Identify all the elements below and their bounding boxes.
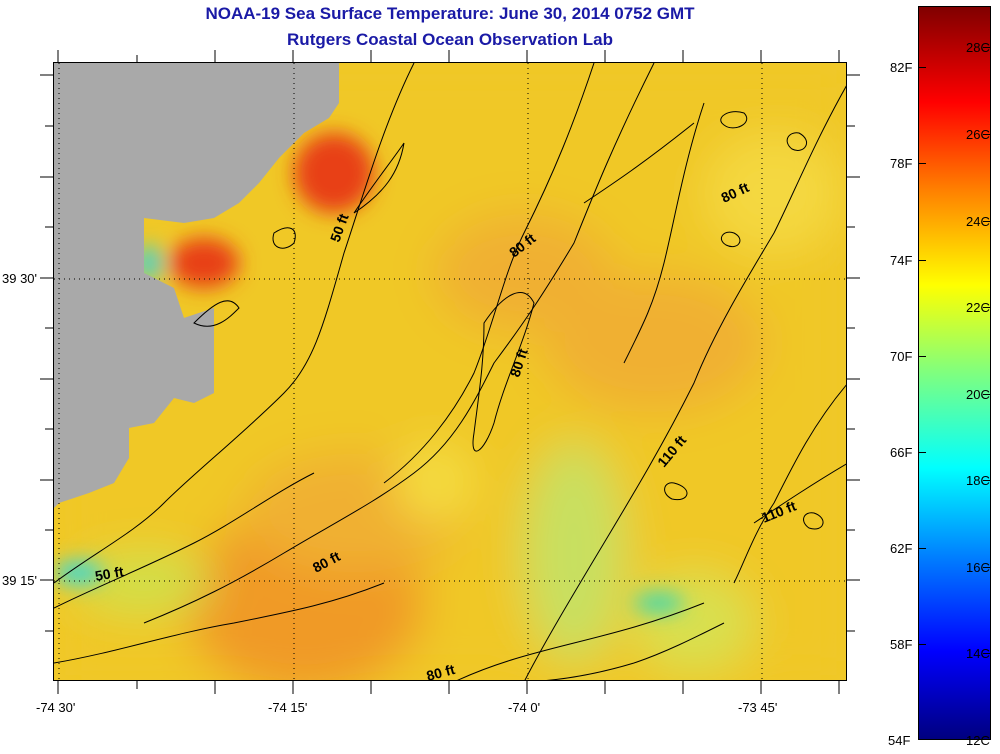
lon-label: -74 30' [36,700,76,715]
temperature-colorbar [918,6,991,740]
colorbar-f-label: 66F [890,445,913,460]
lat-label: 39 30' [2,271,38,286]
colorbar-f-label: 74F [890,253,913,268]
colorbar-c-label: 22C [966,300,990,315]
lon-label: -73 45' [738,700,778,715]
colorbar-f-label: 62F [890,541,913,556]
land-mass [54,63,339,508]
axis-ticks [40,50,860,694]
colorbar-f-label: 78F [890,156,913,171]
contour-label: 80 ft [425,661,457,681]
colorbar-c-label: 28C [966,40,990,55]
colorbar-c-label: 24C [966,214,990,229]
map-subtitle: Rutgers Coastal Ocean Observation Lab [287,30,613,49]
colorbar-f-label: 70F [890,349,913,364]
lon-label: -74 15' [268,700,308,715]
colorbar-f-label: 82F [890,60,913,75]
colorbar-c-label: 18C [966,473,990,488]
lon-label: -74 0' [508,700,541,715]
contour-label: 50 ft [94,563,125,584]
map-title: NOAA-19 Sea Surface Temperature: June 30… [205,4,695,23]
colorbar-c-label: 12C [966,733,990,748]
temperature-field [54,63,846,680]
lat-label: 39 15' [2,573,38,588]
colorbar-f-label: 58F [890,637,913,652]
colorbar-f-label: 54F [888,733,911,748]
colorbar-c-label: 26C [966,127,990,142]
colorbar-c-label: 20C [966,387,990,402]
sea-surface-temperature-map: 50 ft 80 ft 80 ft 80 ft 110 ft 110 ft 50… [53,62,847,681]
colorbar-c-label: 14C [966,646,990,661]
depth-contours [54,63,846,680]
map-canvas: 50 ft 80 ft 80 ft 80 ft 110 ft 110 ft 50… [54,63,846,681]
colorbar-c-label: 16C [966,560,990,575]
